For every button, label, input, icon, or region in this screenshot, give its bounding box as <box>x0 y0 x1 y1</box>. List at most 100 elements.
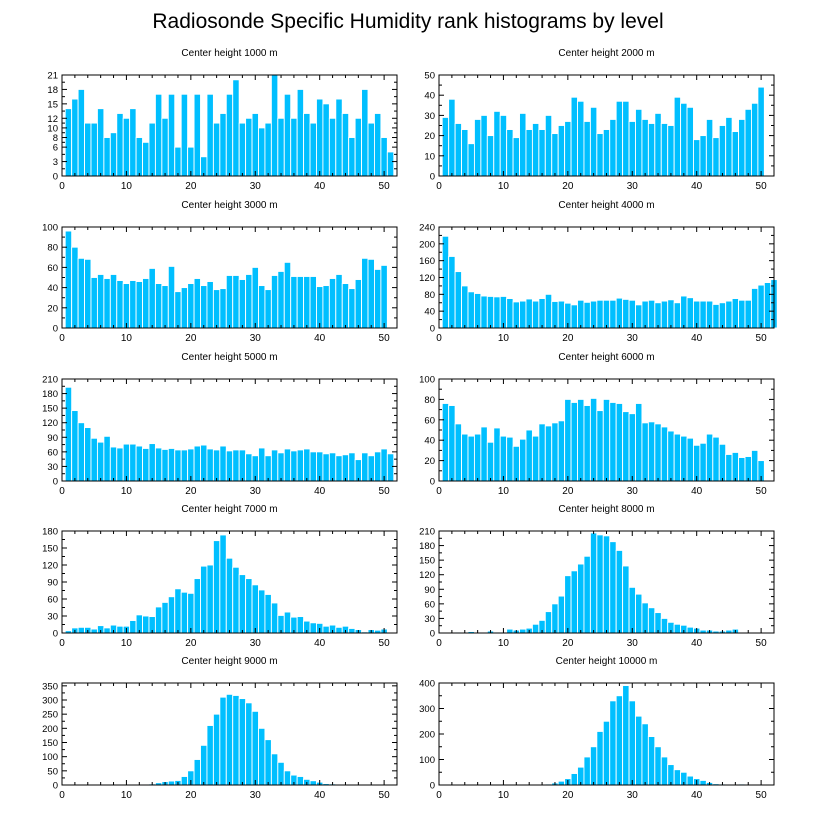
histogram-bar <box>348 452 356 482</box>
histogram-bar <box>296 776 305 786</box>
x-tick-label: 10 <box>498 790 510 801</box>
histogram-bar <box>245 453 253 482</box>
histogram-bar <box>577 100 585 177</box>
histogram-bar <box>635 304 643 329</box>
histogram-bar <box>386 453 395 482</box>
histogram-bar <box>135 137 143 177</box>
histogram-panel-1: Center height 1000 m0 10 20 30 40 50036810121… <box>47 48 398 192</box>
histogram-bar <box>258 447 266 482</box>
histogram-bar <box>206 448 214 482</box>
panel-title: Center height 2000 m <box>558 48 654 59</box>
y-tick-label: 12 <box>47 114 58 125</box>
histogram-bar <box>232 275 240 329</box>
histogram-bar <box>596 534 604 634</box>
y-tick-label: 240 <box>419 223 435 234</box>
x-tick-label: 40 <box>691 790 703 801</box>
histogram-bar <box>441 235 450 329</box>
histogram-bar <box>454 123 462 177</box>
histogram-bar <box>180 449 189 482</box>
y-tick-label: 120 <box>42 418 58 429</box>
histogram-bar <box>219 696 227 786</box>
y-tick-label: 20 <box>424 131 435 142</box>
y-tick-label: 90 <box>424 585 435 596</box>
histogram-bar <box>473 433 482 482</box>
histogram-panel-3: Center height 3000 m 0 10 20 30 40 50 0 20 40 60 80… <box>42 200 398 344</box>
histogram-bar <box>531 123 540 177</box>
histogram-bar <box>744 108 752 177</box>
histogram-bar <box>116 280 124 329</box>
histogram-bar <box>641 422 649 482</box>
histogram-bar <box>448 256 456 329</box>
histogram-bar <box>309 622 317 634</box>
histogram-bar <box>647 736 656 786</box>
histogram-bar <box>277 761 285 786</box>
histogram-bar <box>161 117 169 177</box>
histogram-bar <box>206 281 214 329</box>
histogram-bar <box>296 616 305 634</box>
histogram-bar <box>609 700 617 786</box>
histogram-bar <box>570 402 578 482</box>
histogram-bar <box>718 302 727 329</box>
histogram-bar <box>757 86 765 177</box>
histogram-bar <box>180 591 189 634</box>
histogram-bar <box>84 427 92 482</box>
y-tick-label: 30 <box>424 111 435 122</box>
histogram-bar <box>609 299 617 329</box>
histogram-bar <box>283 448 292 482</box>
histogram-bar <box>283 770 292 786</box>
histogram-bar <box>374 113 382 177</box>
histogram-bar <box>238 698 247 786</box>
histogram-bar <box>667 430 675 482</box>
histogram-bar <box>583 301 591 329</box>
histogram-bar <box>258 285 266 329</box>
histogram-bar <box>348 137 356 177</box>
y-tick-label: 10 <box>424 151 435 162</box>
histogram-bar <box>538 298 546 329</box>
x-tick-label: 30 <box>627 181 639 192</box>
histogram-bar <box>551 422 559 482</box>
histogram-bar <box>506 298 514 329</box>
histogram-bar <box>480 426 488 482</box>
histogram-bar <box>374 268 382 329</box>
x-tick-label: 10 <box>121 638 133 649</box>
histogram-bar <box>103 627 111 634</box>
histogram-bar <box>512 301 520 329</box>
histogram-bar <box>686 626 694 634</box>
histogram-bar <box>167 780 176 786</box>
histogram-bar <box>725 116 733 177</box>
x-tick-label: 30 <box>250 486 262 497</box>
x-tick-label: 30 <box>250 790 262 801</box>
histogram-bar <box>270 449 279 482</box>
panel-title: Center height 8000 m <box>558 504 654 515</box>
histogram-bar <box>264 289 272 329</box>
histogram-bar <box>374 451 382 482</box>
histogram-bar <box>647 607 656 634</box>
histogram-bar <box>583 756 591 786</box>
x-tick-label: 50 <box>756 181 768 192</box>
histogram-bar <box>551 603 559 634</box>
y-tick-label: 150 <box>42 544 58 555</box>
x-tick-label: 20 <box>562 638 574 649</box>
histogram-bar <box>589 300 598 329</box>
histogram-bar <box>718 125 727 177</box>
histogram-bar <box>264 122 272 177</box>
histogram-bar <box>335 98 343 177</box>
histogram-bar <box>96 108 105 177</box>
y-tick-label: 3 <box>53 157 58 168</box>
histogram-bar <box>441 403 450 482</box>
x-tick-label: 20 <box>185 638 197 649</box>
x-tick-label: 30 <box>627 486 639 497</box>
histogram-bar <box>309 276 317 329</box>
x-tick-label: 50 <box>379 790 391 801</box>
y-tick-label: 60 <box>424 415 435 426</box>
histogram-bar <box>174 588 182 634</box>
histogram-bar <box>174 146 182 177</box>
x-tick-label: 40 <box>691 333 703 344</box>
histogram-bar <box>731 131 740 177</box>
histogram-bar <box>461 433 469 482</box>
histogram-bar <box>731 298 740 329</box>
histogram-bar <box>564 121 572 177</box>
histogram-bar <box>473 293 482 329</box>
x-tick-label: 40 <box>314 181 326 192</box>
histogram-bar <box>660 300 669 329</box>
